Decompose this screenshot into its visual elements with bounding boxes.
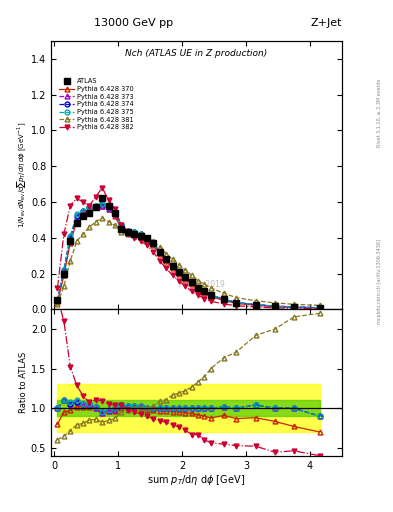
Y-axis label: $1/N_{\rm ev}\,dN_{\rm ev}/d\!\sum\!p_T/d\eta\,d\phi\;[\rm GeV^{-1}]$: $1/N_{\rm ev}\,dN_{\rm ev}/d\!\sum\!p_T/… [15, 122, 28, 228]
Text: mcplots.cern.ch [arXiv:1306.3436]: mcplots.cern.ch [arXiv:1306.3436] [377, 239, 382, 324]
X-axis label: sum $p_T$/d$\eta$ d$\phi$ [GeV]: sum $p_T$/d$\eta$ d$\phi$ [GeV] [147, 473, 246, 487]
Text: Z+Jet: Z+Jet [310, 18, 342, 28]
Text: ATLAS_2019: ATLAS_2019 [179, 279, 226, 288]
Text: Rivet 3.1.10, ≥ 2.3M events: Rivet 3.1.10, ≥ 2.3M events [377, 78, 382, 147]
Legend: ATLAS, Pythia 6.428 370, Pythia 6.428 373, Pythia 6.428 374, Pythia 6.428 375, P: ATLAS, Pythia 6.428 370, Pythia 6.428 37… [57, 76, 136, 133]
Text: 13000 GeV pp: 13000 GeV pp [94, 18, 173, 28]
Text: Nch (ATLAS UE in Z production): Nch (ATLAS UE in Z production) [125, 49, 268, 58]
Y-axis label: Ratio to ATLAS: Ratio to ATLAS [19, 352, 28, 413]
